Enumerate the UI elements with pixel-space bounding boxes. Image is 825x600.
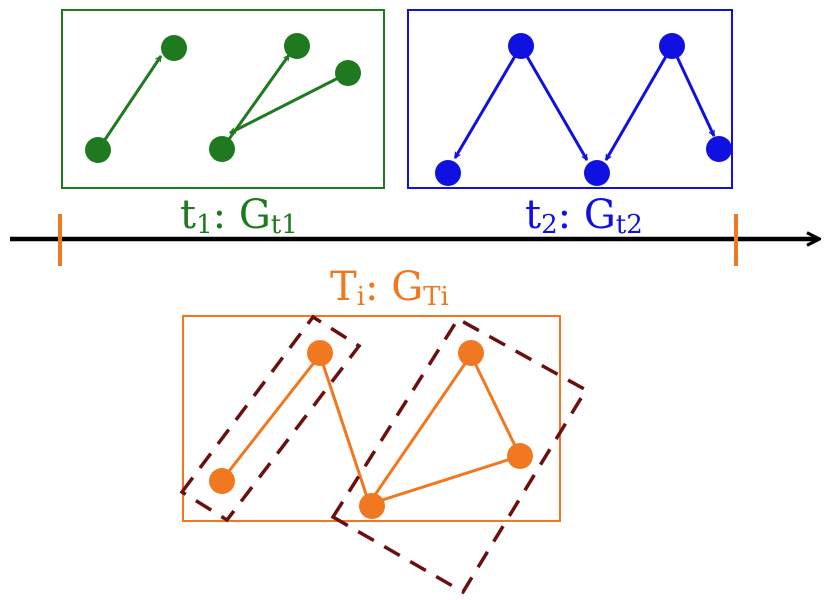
edge [604, 45, 674, 160]
node [508, 33, 534, 59]
graph-t2-frame [407, 9, 733, 189]
edge [469, 355, 522, 456]
node [85, 137, 111, 163]
graph-t1-frame [61, 9, 385, 189]
graph-t2 [407, 9, 733, 189]
node [507, 443, 533, 469]
edge [318, 354, 368, 500]
timeline [10, 214, 818, 266]
dashed-group-left [179, 314, 362, 523]
node [335, 60, 361, 86]
edge [220, 55, 291, 150]
edge [96, 56, 163, 151]
node [458, 340, 484, 366]
graph-ti [179, 314, 589, 595]
label-t2: t2: Gt2 [525, 192, 643, 240]
label-t1: t1: Gt1 [180, 192, 298, 240]
edge [519, 45, 589, 160]
node [359, 493, 385, 519]
edge [373, 456, 520, 503]
node [706, 136, 732, 162]
edge [230, 71, 349, 135]
edge [220, 355, 322, 480]
dashed-group-right [330, 316, 589, 595]
node [209, 468, 235, 494]
label-ti: Ti: GTi [330, 264, 449, 312]
graph-ti-frame [182, 315, 561, 522]
node [209, 136, 235, 162]
node [435, 160, 461, 186]
node [659, 33, 685, 59]
node [161, 35, 187, 61]
node [584, 160, 610, 186]
edge [670, 45, 716, 136]
graph-t1 [61, 9, 385, 189]
edge [453, 45, 523, 158]
node [284, 33, 310, 59]
node [307, 340, 333, 366]
